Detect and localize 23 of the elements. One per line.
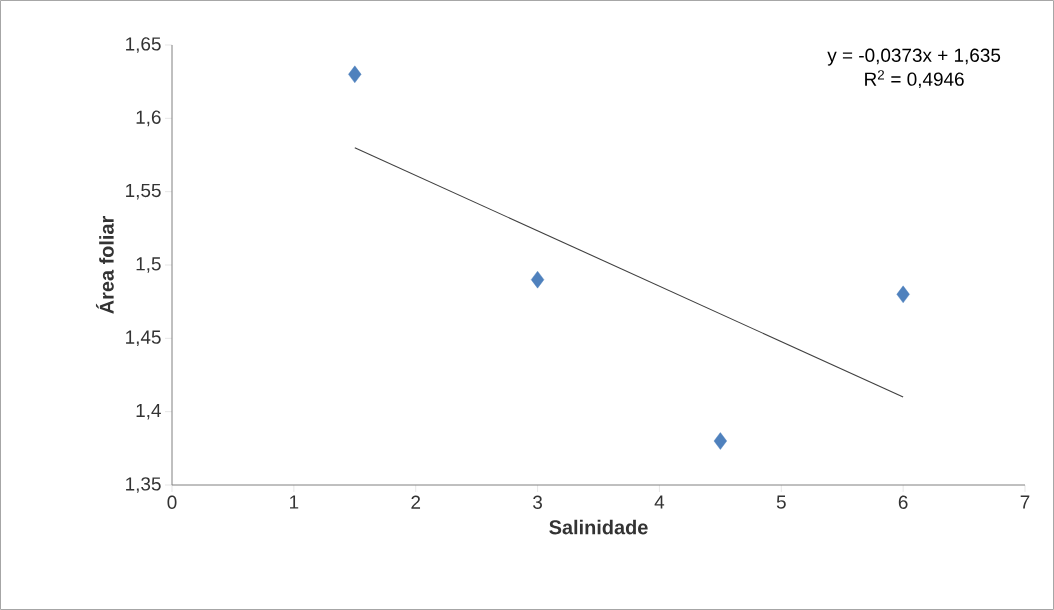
x-axis-title: Salinidade [549,519,648,535]
annotation: y = -0,0373x + 1,635 [827,48,1001,66]
point [713,432,727,450]
y-tick-label: 1,65 [126,37,161,53]
x-tick-label: 7 [1020,495,1030,509]
y-tick-label: 1,55 [126,183,161,200]
x-tick-label: 2 [411,495,421,509]
annotation: R$^{2}$ = 0,4946 [865,70,964,89]
y-tick-label: 1,35 [126,477,161,493]
x-tick-label: 1 [290,495,299,509]
y-tick-label: 1,45 [126,330,161,347]
x-tick-label: 3 [533,495,542,509]
y-axis-title: Área foliar [95,216,114,314]
y-tick-label: 1,6 [136,110,161,127]
y-tick-label: 1,5 [136,257,161,273]
x-tick-label: 0 [167,495,177,509]
x-tick-label: 4 [654,495,665,509]
point [531,270,545,289]
y-tick-label: 1,4 [136,403,161,420]
point [896,285,910,304]
point [348,65,362,84]
x-tick-label: 6 [898,495,908,509]
x-tick-label: 5 [776,495,786,509]
